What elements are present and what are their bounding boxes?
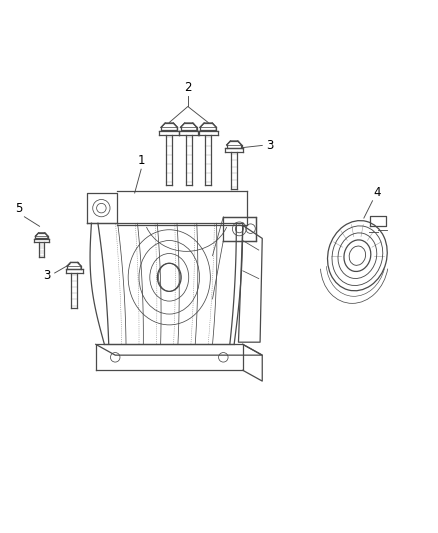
- Text: 3: 3: [267, 139, 274, 152]
- Text: 4: 4: [374, 185, 381, 199]
- Text: 3: 3: [43, 269, 50, 281]
- Text: 5: 5: [15, 201, 22, 215]
- Text: 1: 1: [138, 154, 145, 167]
- Text: 2: 2: [184, 80, 191, 93]
